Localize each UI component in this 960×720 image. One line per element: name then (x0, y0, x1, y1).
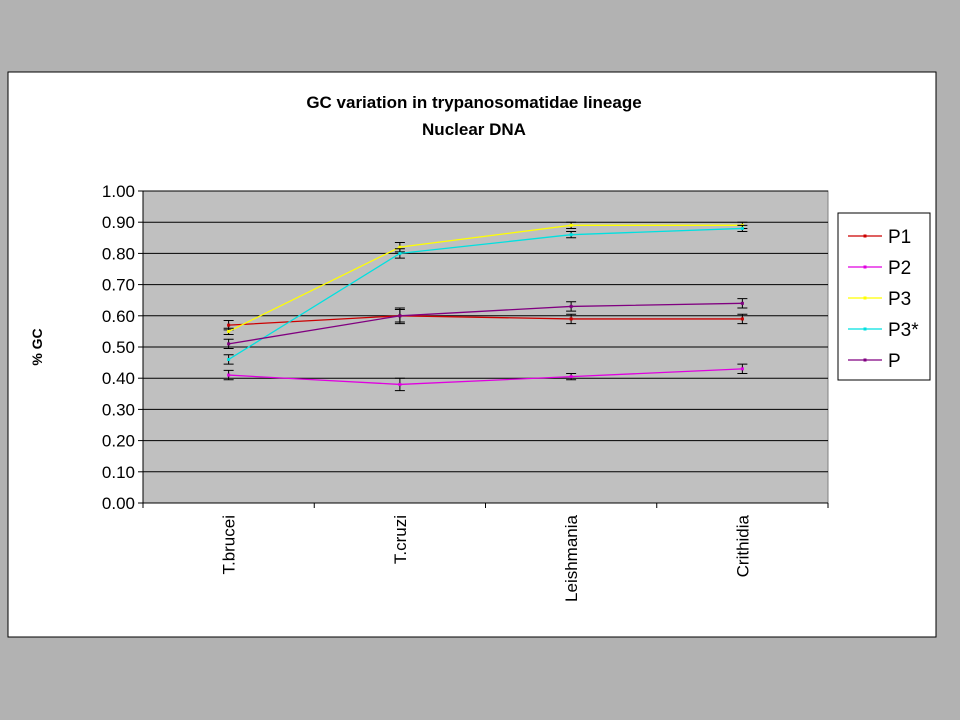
legend-label: P1 (888, 227, 911, 248)
series-line (228, 302, 743, 345)
marker (740, 226, 744, 230)
marker (398, 245, 402, 249)
y-axis-label: % GC (29, 328, 45, 365)
legend-marker (863, 234, 867, 238)
legend-label: P (888, 351, 901, 372)
marker (398, 251, 402, 255)
y-tick-label: 0.00 (102, 494, 135, 513)
legend-marker (863, 296, 867, 300)
y-tick-label: 0.40 (102, 369, 135, 388)
y-tick-label: 0.50 (102, 338, 135, 357)
legend-marker (863, 327, 867, 331)
marker (740, 367, 744, 371)
x-tick-label: T.cruzi (391, 515, 410, 564)
x-tick-label: Crithidia (733, 514, 752, 577)
marker (569, 317, 573, 321)
legend (837, 212, 931, 381)
chart-subtitle: Nuclear DNA (422, 120, 526, 139)
y-tick-label: 1.00 (102, 182, 135, 201)
legend-marker (863, 265, 867, 269)
series-line (228, 227, 743, 361)
x-tick-label: T.brucei (220, 515, 239, 575)
marker (569, 233, 573, 237)
x-tick-label: Leishmania (562, 514, 581, 601)
marker (398, 314, 402, 318)
marker (227, 357, 231, 361)
y-tick-label: 0.30 (102, 400, 135, 419)
y-tick-label: 0.20 (102, 432, 135, 451)
y-tick-label: 0.70 (102, 276, 135, 295)
series-line (228, 368, 743, 386)
y-tick-label: 0.60 (102, 307, 135, 326)
series-line (228, 224, 743, 332)
y-tick-label: 0.90 (102, 213, 135, 232)
marker (227, 373, 231, 377)
legend-label: P3 (888, 289, 911, 310)
marker (569, 223, 573, 227)
marker (227, 329, 231, 333)
marker (740, 317, 744, 321)
marker (740, 301, 744, 305)
legend-label: P2 (888, 258, 911, 279)
series-line (228, 315, 743, 326)
marker (227, 323, 231, 327)
y-tick-label: 0.80 (102, 244, 135, 263)
marker (398, 382, 402, 386)
marker (227, 342, 231, 346)
legend-marker (863, 358, 867, 362)
marker (569, 375, 573, 379)
legend-label: P3* (888, 320, 919, 341)
y-tick-label: 0.10 (102, 463, 135, 482)
marker (569, 304, 573, 308)
chart-title: GC variation in trypanosomatidae lineage (306, 93, 641, 112)
